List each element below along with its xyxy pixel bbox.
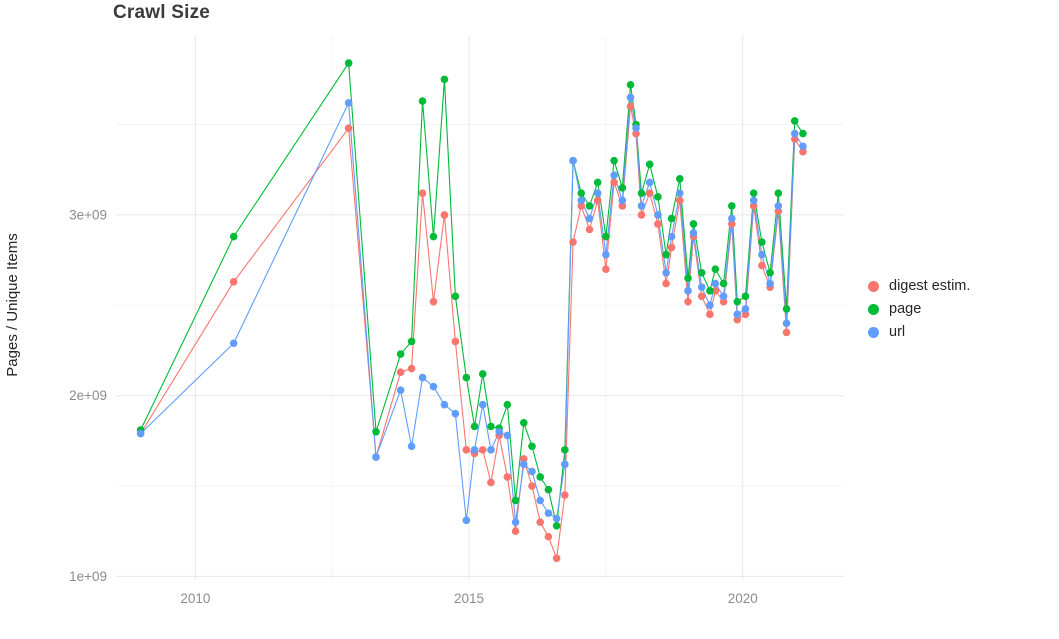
y-axis-label: Pages / Unique Items [4, 233, 21, 377]
legend-item-digest: digest estim. [868, 278, 970, 294]
legend-marker-digest-icon [868, 280, 879, 292]
legend-label-url: url [889, 324, 906, 340]
svg-text:3e+09: 3e+09 [69, 207, 107, 222]
legend-label-digest: digest estim. [889, 278, 971, 294]
legend: digest estim. page url [868, 278, 970, 340]
legend-label-page: page [889, 301, 922, 317]
legend-marker-page-icon [868, 303, 879, 315]
legend-marker-url-icon [868, 326, 879, 338]
svg-text:2e+09: 2e+09 [69, 388, 107, 403]
legend-item-url: url [868, 324, 970, 340]
svg-text:1e+09: 1e+09 [69, 569, 107, 584]
chart-title: Crawl Size [113, 2, 211, 23]
svg-text:2010: 2010 [180, 591, 210, 606]
svg-text:2015: 2015 [454, 591, 484, 606]
legend-item-page: page [868, 301, 970, 317]
svg-text:2020: 2020 [728, 591, 758, 606]
plot-area: 1e+09 2e+09 3e+09 2010 2015 2020 [69, 36, 844, 606]
